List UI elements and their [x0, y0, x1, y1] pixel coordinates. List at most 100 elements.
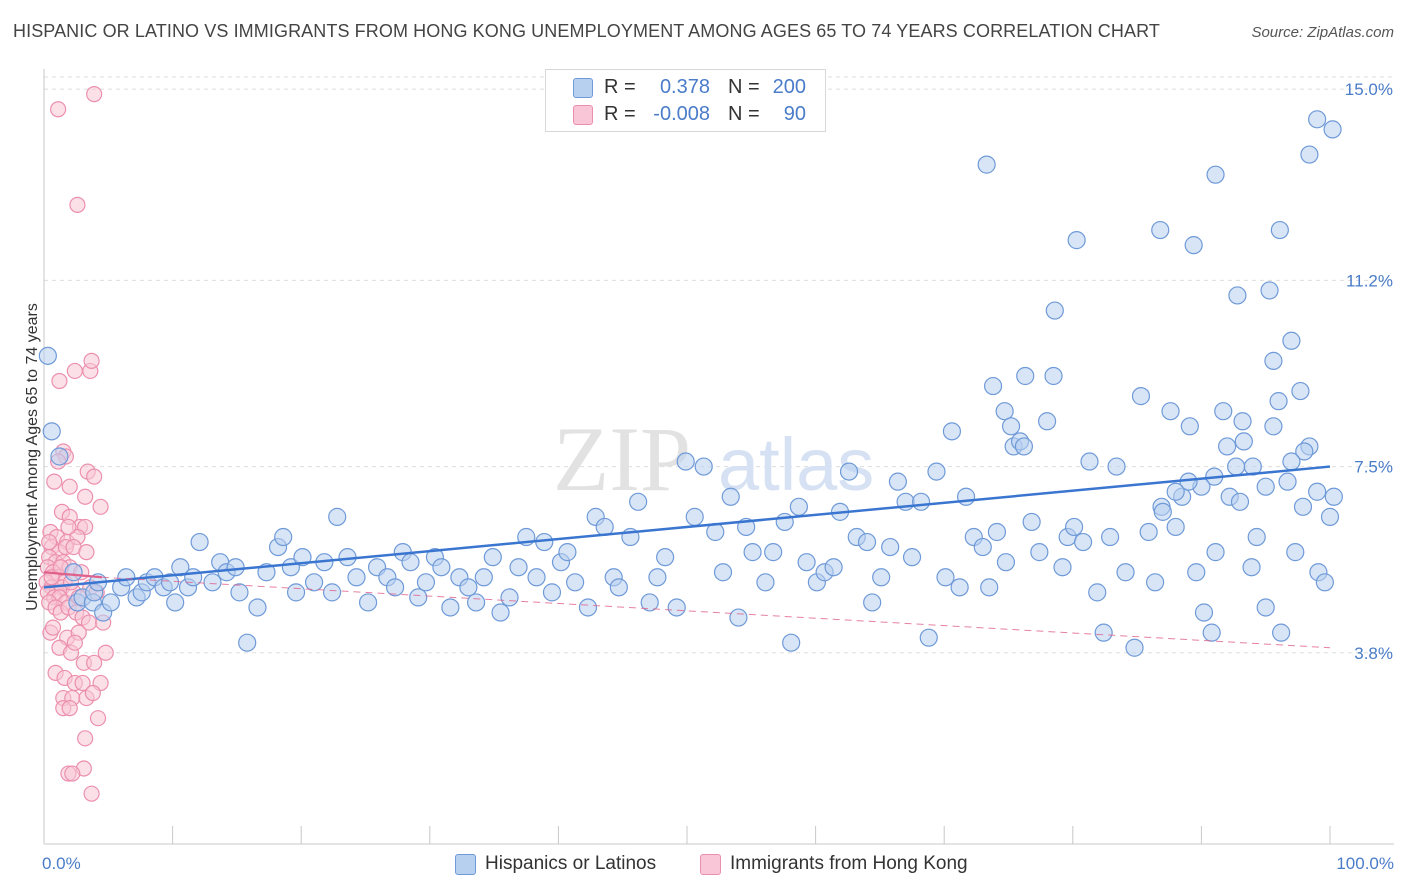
- data-point-hispanic: [1230, 492, 1250, 511]
- data-point-hispanic: [980, 578, 999, 597]
- y-axis-label: Unemployment Among Ages 65 to 74 years: [24, 303, 41, 611]
- data-point-hispanic: [743, 543, 762, 562]
- data-point-hispanic: [1166, 482, 1185, 501]
- data-point-hispanic: [1064, 517, 1084, 537]
- trend-line-hispanic: [43, 465, 1331, 589]
- data-point-hong-kong: [61, 478, 78, 495]
- data-point-hispanic: [1234, 432, 1253, 451]
- data-point-hong-kong: [86, 468, 103, 485]
- data-point-hispanic: [238, 633, 257, 652]
- data-point-hispanic: [1293, 497, 1313, 516]
- points-hong-kong: [38, 86, 114, 802]
- bottom-legend-swatch-blue: [455, 854, 476, 875]
- bottom-legend: Hispanics or Latinos Immigrants from Hon…: [0, 852, 1406, 878]
- data-point-hispanic: [50, 447, 69, 466]
- data-point-hong-kong: [97, 644, 114, 661]
- data-point-hispanic: [1100, 527, 1120, 547]
- legend-r-label: R =: [604, 76, 636, 98]
- data-point-hispanic: [656, 548, 675, 567]
- data-point-hong-kong: [86, 654, 103, 671]
- data-point-hispanic: [1053, 558, 1072, 577]
- data-point-hispanic: [1269, 392, 1288, 411]
- data-point-hong-kong: [66, 362, 83, 380]
- data-point-hispanic: [839, 462, 859, 481]
- data-point-hispanic: [973, 537, 992, 557]
- data-point-hong-kong: [77, 730, 94, 747]
- y-tick-label: 7.5%: [1354, 458, 1393, 477]
- y-tick-label: 15.0%: [1345, 80, 1393, 99]
- data-point-hispanic: [902, 548, 922, 567]
- points-hispanic: [38, 110, 1343, 657]
- data-point-hong-kong: [74, 674, 91, 692]
- data-point-hispanic: [1166, 517, 1185, 537]
- data-point-hispanic: [1016, 366, 1035, 386]
- data-point-hispanic: [1146, 573, 1165, 592]
- data-point-hong-kong: [92, 498, 109, 515]
- data-point-hispanic: [1080, 452, 1099, 471]
- data-point-hispanic: [1291, 381, 1310, 401]
- chart-title: HISPANIC OR LATINO VS IMMIGRANTS FROM HO…: [13, 21, 1160, 41]
- y-tick-label: 3.8%: [1354, 644, 1393, 663]
- data-point-hispanic: [1218, 437, 1237, 456]
- data-point-hispanic: [322, 583, 342, 602]
- data-point-hispanic: [542, 583, 562, 602]
- bottom-legend-swatch-pink: [700, 854, 721, 875]
- data-point-hispanic: [1308, 110, 1327, 129]
- data-point-hispanic: [226, 558, 245, 577]
- data-point-hispanic: [1300, 145, 1319, 164]
- data-point-hong-kong: [50, 101, 67, 118]
- data-point-hispanic: [401, 553, 420, 572]
- data-point-hong-kong: [69, 196, 86, 213]
- data-point-hispanic: [166, 593, 185, 612]
- data-point-hong-kong: [66, 634, 83, 651]
- data-point-hispanic: [441, 598, 460, 617]
- data-point-hispanic: [64, 563, 83, 582]
- data-point-hispanic: [566, 573, 585, 592]
- data-point-hispanic: [1295, 442, 1314, 461]
- data-point-hispanic: [328, 507, 347, 526]
- data-point-hispanic: [1044, 366, 1063, 386]
- data-point-hispanic: [160, 573, 180, 592]
- data-point-hispanic: [1139, 522, 1158, 542]
- watermark: ZIP atlas: [553, 408, 874, 510]
- data-point-hong-kong: [61, 700, 78, 717]
- data-point-hispanic: [1278, 472, 1297, 491]
- data-point-hong-kong: [84, 684, 101, 702]
- data-point-hispanic: [1320, 507, 1340, 526]
- data-point-hispanic: [1206, 165, 1225, 184]
- data-point-hispanic: [872, 568, 891, 587]
- data-point-hispanic: [1014, 437, 1034, 456]
- data-point-hispanic: [721, 487, 740, 506]
- x-tick-label-max: 100.0%: [1336, 854, 1394, 873]
- data-point-hispanic: [1202, 623, 1221, 642]
- data-point-hispanic: [824, 558, 843, 577]
- data-point-hispanic: [483, 548, 502, 567]
- data-point-hispanic: [609, 578, 628, 597]
- data-point-hispanic: [1228, 286, 1247, 305]
- legend-row-hong-kong: R = -0.008 N = 90: [546, 101, 825, 129]
- data-point-hispanic: [996, 553, 1016, 572]
- data-point-hong-kong: [41, 533, 58, 551]
- data-point-hispanic: [248, 598, 267, 617]
- data-point-hispanic: [293, 548, 312, 567]
- data-point-hispanic: [789, 497, 808, 516]
- data-point-hispanic: [713, 563, 733, 582]
- data-point-hispanic: [1247, 527, 1266, 547]
- data-point-hispanic: [286, 583, 306, 602]
- data-point-hispanic: [1214, 402, 1233, 421]
- legend-row-hispanic: R = 0.378 N = 200: [546, 74, 825, 102]
- data-point-hong-kong: [60, 518, 77, 536]
- data-point-hispanic: [101, 593, 120, 612]
- data-point-hispanic: [1264, 351, 1283, 370]
- data-point-hispanic: [117, 568, 136, 587]
- data-point-hispanic: [1206, 543, 1225, 562]
- data-point-hispanic: [956, 487, 976, 506]
- data-point-hispanic: [1151, 220, 1170, 240]
- data-point-hispanic: [474, 568, 493, 587]
- data-point-hispanic: [42, 422, 61, 441]
- axes: [43, 69, 1394, 845]
- legend-r-value: -0.008: [653, 103, 710, 125]
- legend-swatch-blue: [573, 78, 593, 98]
- y-tick-label: 11.2%: [1346, 271, 1393, 290]
- data-point-hispanic: [797, 553, 816, 572]
